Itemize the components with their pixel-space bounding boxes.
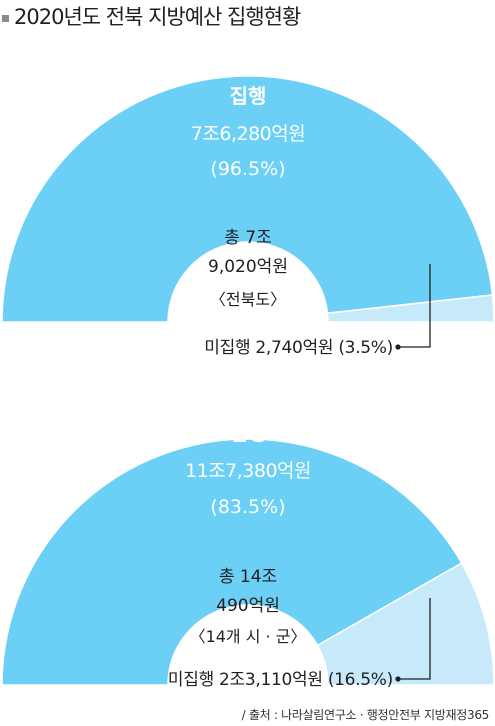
leader-line [398, 264, 431, 348]
title-text: 2020년도 전북 지방예산 집행현황 [14, 5, 301, 29]
title-square-icon [2, 14, 9, 22]
unexecuted-slice [316, 562, 495, 686]
executed-label: 집행 [230, 84, 267, 108]
unexecuted-label: 미집행 2조3,110억원 (16.5%) [168, 670, 393, 690]
leader-line [398, 598, 431, 680]
unexecuted-label: 미집행 2,740억원 (3.5%) [204, 338, 393, 358]
leader-dot-icon [395, 344, 401, 350]
executed-amount: 11조7,380억원 [185, 460, 311, 482]
center-total-line1: 총 7조 [224, 228, 272, 248]
chart-title: 2020년도 전북 지방예산 집행현황 [2, 2, 301, 30]
source-note: / 출처 : 나라살림연구소 · 행정안전부 지방재정365 [241, 708, 490, 722]
center-total-line1: 총 14조 [219, 567, 277, 587]
center-total-line2: 490억원 [216, 596, 280, 616]
center-region-label: 〈14개 시 · 군〉 [190, 627, 307, 646]
executed-percent: (96.5%) [210, 158, 285, 180]
executed-slice [1, 75, 494, 323]
leader-dot-icon [395, 676, 401, 682]
executed-percent: (83.5%) [210, 496, 285, 518]
executed-label: 집행 [230, 421, 267, 445]
executed-amount: 7조6,280억원 [191, 123, 305, 145]
unexecuted-slice [326, 294, 495, 323]
center-region-label: 〈전북도〉 [210, 290, 286, 309]
executed-slice [1, 438, 463, 686]
center-total-line2: 9,020억원 [208, 257, 288, 277]
